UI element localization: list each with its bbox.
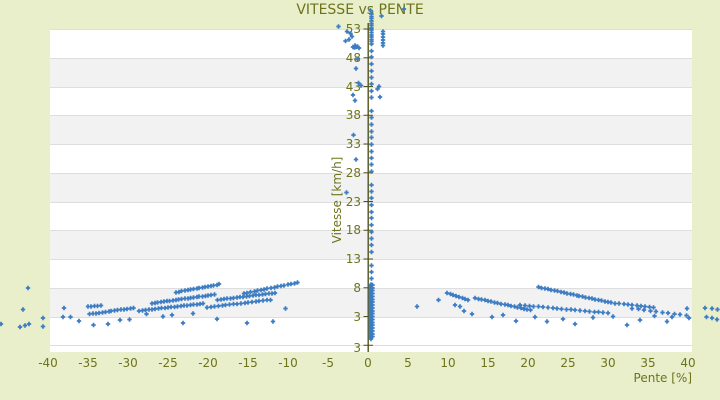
x-tick-label: -15: [238, 356, 258, 370]
x-tick-label: -35: [78, 356, 98, 370]
x-tick-label: 20: [520, 356, 536, 370]
x-tick-label: 15: [480, 356, 496, 370]
y-tick-label: 38: [345, 108, 361, 123]
y-tick-label: 3: [353, 309, 361, 324]
y-tick-label: 18: [345, 223, 361, 238]
y-tick-label: 28: [345, 165, 361, 180]
y-tick-label: 53: [345, 22, 361, 36]
y-tick-label: 13: [345, 252, 361, 266]
chart-title: VITESSE vs PENTE: [296, 2, 424, 18]
x-tick-label: -20: [198, 356, 218, 370]
y-tick-label: 8: [353, 280, 361, 295]
x-tick-label: 25: [560, 356, 576, 370]
x-tick-label: 0: [364, 356, 372, 370]
x-tick-label: 40: [680, 356, 696, 370]
data-points: [0, 6, 720, 342]
x-axis-title: Pente [%]: [633, 371, 692, 385]
x-tick-label: -30: [118, 356, 138, 370]
x-tick-label: 35: [640, 356, 656, 370]
y-axis-end-label: 3: [353, 341, 361, 356]
x-tick-label: -25: [158, 356, 178, 370]
x-tick-label: 5: [404, 356, 412, 370]
y-tick-label: 33: [345, 137, 361, 151]
y-axis-title: Vitesse [km/h]: [330, 156, 344, 244]
x-tick-label: 10: [440, 356, 456, 370]
y-tick-label: 23: [345, 194, 361, 209]
x-tick-label: -10: [278, 356, 298, 370]
x-tick-label: -40: [38, 356, 58, 370]
x-tick-label: -5: [322, 356, 334, 370]
x-tick-label: 30: [600, 356, 616, 370]
